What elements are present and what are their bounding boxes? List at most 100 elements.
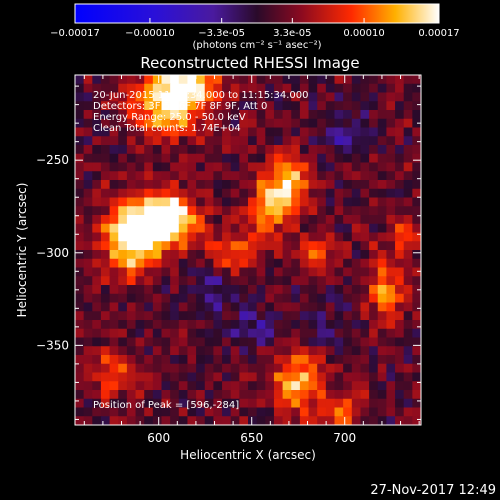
heatmap-cell (412, 416, 421, 425)
heatmap-cell (161, 267, 171, 277)
heatmap-cell (75, 293, 85, 304)
heatmap-cell (187, 302, 197, 312)
heatmap-cell (109, 285, 119, 295)
heatmap-cell (291, 232, 301, 242)
heatmap-cell (126, 346, 137, 356)
heatmap-cell (403, 83, 413, 94)
heatmap-cell (118, 145, 128, 155)
heatmap-cell (360, 267, 370, 277)
heatmap-cell (403, 328, 413, 339)
heatmap-cell (343, 258, 353, 269)
heatmap-cell (265, 390, 275, 400)
heatmap-cell (83, 75, 93, 85)
heatmap-cell (248, 180, 258, 190)
heatmap-cell (109, 188, 119, 199)
heatmap-cell (265, 110, 275, 120)
heatmap-cell (239, 180, 249, 190)
heatmap-cell (360, 293, 370, 304)
heatmap-cell (282, 118, 292, 129)
heatmap-cell (83, 416, 93, 425)
heatmap-cell (403, 180, 413, 190)
heatmap-cell (126, 75, 137, 85)
heatmap-cell (386, 223, 396, 234)
heatmap-cell (325, 258, 336, 269)
heatmap-cell (403, 390, 413, 400)
heatmap-cell (92, 83, 102, 94)
heatmap-cell (377, 276, 387, 286)
heatmap-cell (118, 232, 128, 242)
heatmap-cell (334, 223, 344, 234)
heatmap-cell (170, 232, 180, 242)
heatmap-cell (118, 250, 128, 260)
heatmap-cell (273, 136, 284, 146)
heatmap-cell (100, 232, 111, 242)
heatmap-cell (334, 363, 344, 374)
heatmap-cell (170, 153, 180, 164)
heatmap-cell (230, 267, 240, 277)
heatmap-cell (299, 390, 310, 400)
heatmap-cell (265, 337, 275, 347)
heatmap-cell (308, 232, 318, 242)
heatmap-cell (75, 355, 85, 365)
heatmap-cell (196, 232, 206, 242)
heatmap-cell (126, 153, 137, 164)
heatmap-cell (152, 250, 163, 260)
heatmap-cell (126, 311, 137, 321)
heatmap-cell (377, 355, 387, 365)
heatmap-cell (291, 398, 301, 409)
heatmap-cell (403, 355, 413, 365)
heatmap-cell (403, 171, 413, 181)
heatmap-cell (230, 355, 240, 365)
heatmap-cell (308, 188, 318, 199)
heatmap-cell (369, 293, 379, 304)
heatmap-cell (170, 407, 180, 417)
heatmap-cell (187, 171, 197, 181)
heatmap-cell (75, 171, 85, 181)
heatmap-cell (360, 110, 370, 120)
heatmap-cell (83, 328, 93, 339)
heatmap-cell (256, 232, 266, 242)
heatmap-cell (360, 127, 370, 137)
heatmap-cell (248, 162, 258, 172)
heatmap-cell (109, 346, 119, 356)
heatmap-cell (178, 311, 189, 321)
heatmap-cell (187, 337, 197, 347)
heatmap-cell (325, 346, 336, 356)
heatmap-cell (144, 127, 154, 137)
heatmap-cell (291, 293, 301, 304)
heatmap-cell (239, 355, 249, 365)
heatmap-cell (161, 118, 171, 129)
heatmap-cell (196, 127, 206, 137)
heatmap-cell (360, 83, 370, 94)
heatmap-cell (178, 145, 189, 155)
heatmap-cell (204, 285, 214, 295)
heatmap-cell (291, 197, 301, 207)
heatmap-cell (377, 328, 387, 339)
heatmap-cell (334, 311, 344, 321)
heatmap-cell (109, 83, 119, 94)
heatmap-cell (152, 398, 163, 409)
heatmap-cell (239, 127, 249, 137)
heatmap-cell (317, 337, 327, 347)
heatmap-cell (412, 223, 421, 234)
heatmap-cell (403, 337, 413, 347)
heatmap-cell (386, 83, 396, 94)
heatmap-cell (299, 355, 310, 365)
heatmap-cell (308, 390, 318, 400)
heatmap-cell (273, 83, 284, 94)
heatmap-cell (126, 127, 137, 137)
heatmap-cell (265, 188, 275, 199)
heatmap-cell (325, 285, 336, 295)
heatmap-cell (386, 363, 396, 374)
heatmap-cell (360, 258, 370, 269)
heatmap-cell (178, 372, 189, 382)
heatmap-cell (386, 390, 396, 400)
heatmap-cell (100, 83, 111, 94)
heatmap-cell (118, 390, 128, 400)
heatmap-cell (291, 145, 301, 155)
heatmap-cell (187, 118, 197, 129)
heatmap-cell (83, 101, 93, 111)
heatmap-cell (291, 75, 301, 85)
heatmap-cell (256, 223, 266, 234)
heatmap-cell (92, 355, 102, 365)
